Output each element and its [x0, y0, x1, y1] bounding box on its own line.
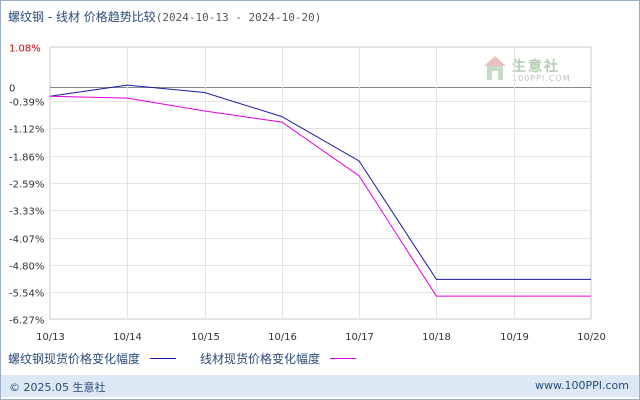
- footer-site-link[interactable]: www.100PPI.com: [535, 379, 629, 392]
- house-logo-icon: [484, 56, 506, 80]
- chart-title-range: (2024-10-13 - 2024-10-20): [155, 11, 322, 24]
- x-tick-label: 10/14: [113, 332, 142, 343]
- legend-item-series1: 螺纹钢现货价格变化幅度: [8, 350, 177, 367]
- x-tick-label: 10/20: [577, 332, 606, 343]
- legend-label-series2: 线材现货价格变化幅度: [200, 352, 321, 366]
- y-tick-label: -6.27%: [9, 316, 44, 327]
- y-tick-label: 0: [9, 84, 15, 95]
- x-tick-label: 10/13: [36, 332, 65, 343]
- y-tick-label: -5.54%: [9, 289, 44, 300]
- legend-item-series2: 线材现货价格变化幅度: [200, 350, 357, 367]
- x-tick-label: 10/15: [191, 332, 220, 343]
- y-tick-label: -0.39%: [9, 98, 44, 109]
- series-line-2: [49, 95, 591, 297]
- y-tick-label: 1.08%: [9, 44, 41, 55]
- legend-swatch-series2: [330, 358, 357, 359]
- x-tick-label: 10/18: [422, 332, 451, 343]
- legend-swatch-series1: [150, 358, 177, 359]
- watermark-logo: 生意社 100PPI.COM: [482, 54, 578, 88]
- legend-label-series1: 螺纹钢现货价格变化幅度: [8, 352, 141, 366]
- y-tick-label: -2.59%: [9, 180, 44, 191]
- y-tick-label: -4.07%: [9, 235, 44, 246]
- y-tick-label: -1.12%: [9, 125, 44, 136]
- y-tick-label: -4.80%: [9, 262, 44, 273]
- footer-bar: © 2025.05 生意社 www.100PPI.com: [1, 375, 639, 397]
- y-tick-label: -3.33%: [9, 207, 44, 218]
- y-tick-label: -1.86%: [9, 153, 44, 164]
- x-tick-label: 10/19: [500, 332, 529, 343]
- chart-title-main: 螺纹钢 - 线材 价格趋势比较: [8, 10, 156, 24]
- chart-title: 螺纹钢 - 线材 价格趋势比较(2024-10-13 - 2024-10-20): [8, 8, 321, 25]
- x-tick-label: 10/17: [345, 332, 374, 343]
- footer-copyright: © 2025.05 生意社: [9, 381, 106, 394]
- watermark-text: 生意社: [512, 59, 560, 75]
- chart-legend: 螺纹钢现货价格变化幅度 线材现货价格变化幅度: [8, 350, 380, 367]
- x-tick-label: 10/16: [268, 332, 297, 343]
- series-line-1: [49, 84, 591, 280]
- watermark-subtext: 100PPI.COM: [512, 74, 571, 83]
